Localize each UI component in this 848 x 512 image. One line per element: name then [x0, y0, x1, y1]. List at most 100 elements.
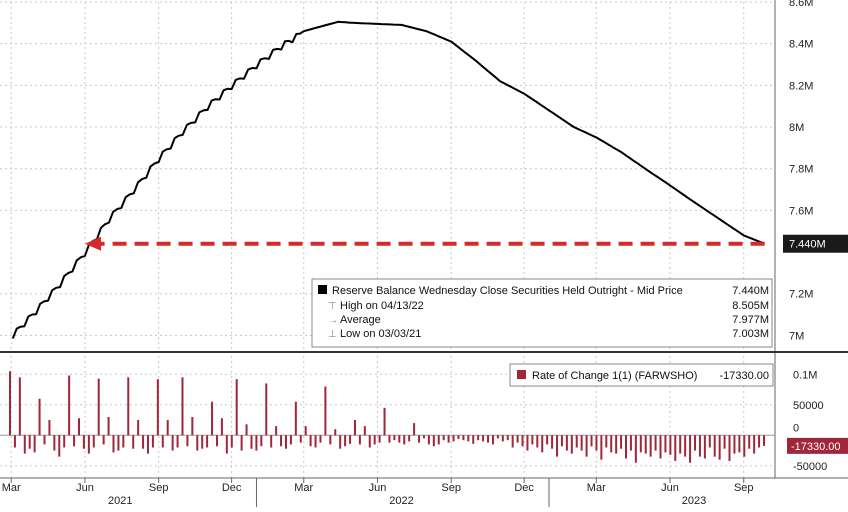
roc-bar — [610, 435, 613, 453]
roc-bar — [63, 435, 66, 448]
lower-legend-value: -17330.00 — [719, 370, 769, 382]
roc-bar — [102, 435, 105, 445]
x-tick-label: Sep — [441, 482, 461, 494]
roc-bar — [659, 435, 662, 459]
roc-bar — [393, 435, 396, 441]
roc-bar — [521, 435, 524, 447]
roc-bar — [679, 435, 682, 454]
roc-bar — [570, 435, 573, 454]
legend-main-value: 7.440M — [732, 285, 769, 297]
roc-bar — [186, 435, 189, 447]
roc-bar — [575, 435, 578, 448]
roc-bar — [413, 423, 416, 436]
roc-bar — [506, 435, 509, 441]
roc-bar — [368, 435, 371, 448]
upper-legend-box — [311, 278, 773, 348]
reserve-balance-line — [11, 20, 765, 339]
roc-bar — [28, 435, 31, 449]
roc-bar — [605, 435, 608, 448]
roc-bar — [220, 418, 223, 436]
x-year-label: 2022 — [389, 495, 413, 507]
x-tick-label: Jun — [661, 482, 679, 494]
roc-bar — [511, 435, 514, 448]
y-axis: 8.6M 8.4M 8.2M 8M 7.8M 7.6M 7.2M 7M 7.440M 0.1M 50… — [783, 0, 848, 473]
roc-bar — [161, 435, 164, 448]
roc-bar — [694, 435, 697, 451]
roc-bar — [344, 435, 347, 447]
roc-bar — [215, 435, 218, 447]
roc-bar — [191, 417, 194, 436]
roc-bar — [87, 435, 90, 454]
roc-bar — [487, 435, 490, 443]
roc-bar — [674, 435, 677, 461]
roc-bar — [211, 401, 214, 436]
roc-bar — [585, 435, 588, 457]
roc-bar — [698, 435, 701, 457]
roc-bar — [620, 435, 623, 449]
roc-bar — [708, 435, 711, 448]
roc-bar — [48, 420, 51, 436]
legend-row-value: 8.505M — [732, 300, 769, 312]
roc-bar — [565, 435, 568, 451]
y-tick-label-upper: 7M — [789, 330, 804, 342]
roc-bar — [38, 398, 41, 436]
roc-bar — [235, 379, 238, 436]
roc-bar — [437, 435, 440, 445]
roc-bar — [166, 420, 169, 436]
roc-bar — [53, 435, 56, 451]
roc-bar — [349, 435, 352, 444]
roc-bar — [171, 435, 174, 451]
roc-bar — [97, 378, 100, 436]
x-tick-label: Jun — [369, 482, 387, 494]
x-tick-label: Mar — [2, 482, 21, 494]
roc-bar — [482, 435, 485, 442]
roc-bar — [43, 435, 46, 445]
legend-row-value: 7.003M — [732, 328, 769, 340]
roc-bar — [255, 435, 258, 451]
roc-bar — [763, 435, 765, 446]
roc-bar — [265, 383, 268, 436]
lower-panel — [9, 371, 765, 463]
roc-bar — [600, 435, 603, 460]
roc-bar — [260, 435, 263, 447]
lower-legend-label: Rate of Change 1(1) (FARWSHO) — [532, 370, 697, 382]
roc-bar — [644, 435, 647, 454]
x-tick-label: Dec — [222, 482, 242, 494]
roc-bar — [58, 435, 61, 457]
roc-bar — [23, 435, 26, 454]
last-value-text: 7.440M — [789, 239, 826, 251]
legend-row-glyph: ⊤ — [328, 301, 337, 312]
roc-bar — [363, 426, 366, 436]
roc-bar — [501, 435, 504, 442]
roc-bar — [250, 435, 253, 449]
roc-bar — [137, 420, 140, 436]
legend-row-glyph: → — [328, 315, 338, 326]
roc-bar — [107, 417, 110, 436]
roc-bar — [245, 424, 248, 436]
roc-bar — [447, 435, 450, 443]
roc-bar — [748, 435, 751, 449]
grid-layer — [0, 0, 848, 479]
y-tick-label-lower: 50000 — [793, 400, 824, 412]
roc-bar — [230, 435, 233, 448]
roc-bar — [68, 375, 71, 436]
y-tick-label-upper: 7.8M — [789, 164, 813, 176]
roc-bar — [18, 377, 21, 436]
roc-bar — [733, 435, 736, 454]
lower-last-value-text: -17330.00 — [791, 441, 841, 453]
roc-bar — [556, 435, 559, 457]
roc-bar — [289, 435, 292, 445]
roc-bar — [472, 435, 475, 444]
roc-bar — [275, 426, 278, 436]
roc-bar — [339, 435, 342, 449]
roc-bar — [284, 435, 287, 449]
roc-bar — [723, 435, 726, 449]
roc-bar — [225, 435, 228, 454]
roc-bar — [398, 435, 401, 443]
roc-bar — [127, 377, 130, 436]
last-value-tag — [783, 234, 848, 253]
roc-bar — [743, 435, 746, 457]
roc-bar — [516, 435, 519, 443]
roc-bar — [689, 435, 692, 463]
